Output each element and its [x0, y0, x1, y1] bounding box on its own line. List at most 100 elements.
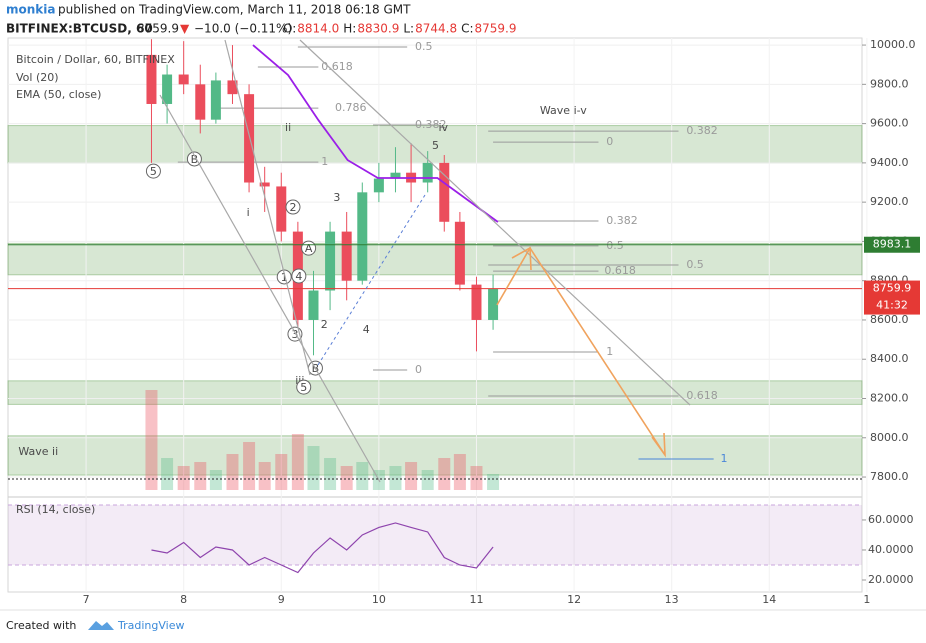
y-tick-label: 8600.0 [870, 313, 909, 326]
candle-body [308, 290, 319, 320]
x-tick-label: 11 [469, 593, 483, 606]
volume-bar [307, 446, 320, 490]
candle-body [471, 284, 482, 320]
volume-bar [453, 454, 466, 490]
trend-line [299, 39, 691, 406]
wave-label: 3 [333, 191, 340, 204]
wave-label: Wave ii [18, 445, 58, 458]
price-tag [864, 236, 920, 253]
ohlc-key: O: [283, 22, 296, 36]
fib-label: 1 [606, 345, 613, 358]
wave-circle [285, 199, 301, 215]
candle-body [341, 231, 352, 281]
wave-circle-label: 3 [291, 328, 298, 341]
rsi-tick-label: 20.0000 [868, 573, 914, 586]
volume-bar [161, 458, 174, 490]
wave-circle-label: 4 [295, 270, 302, 283]
wave-circle-label: 1 [281, 271, 288, 284]
candle-body [422, 162, 433, 183]
y-tick-label: 8000.0 [870, 431, 909, 444]
volume-bar [145, 390, 158, 490]
wave-circle [276, 269, 292, 285]
x-tick-label: 13 [665, 593, 679, 606]
x-tick-label: 12 [567, 593, 581, 606]
wave-circle-label: 5 [150, 165, 157, 178]
fib-label: 0.5 [686, 258, 704, 271]
x-tick-label: 10 [372, 593, 386, 606]
y-tick-label: 10000.0 [870, 38, 916, 51]
zone [7, 242, 863, 276]
drawings [8, 39, 862, 483]
volume-bar [324, 458, 337, 490]
wave-label: iii [295, 374, 304, 387]
volume-bar [209, 470, 222, 490]
price-timer: 41:32 [876, 299, 908, 312]
published: published on TradingView.com, March 11, … [58, 3, 411, 17]
wave-circle-label: B [191, 153, 199, 166]
volume-bar [177, 466, 190, 490]
fib-label: 0.618 [321, 60, 353, 73]
price-tag [864, 280, 920, 315]
volume-bar [356, 462, 369, 490]
fib-label: 0.382 [415, 118, 447, 131]
footer-created: Created with [6, 619, 76, 632]
legend-main: Bitcoin / Dollar, 60, BITFINEX [16, 53, 175, 66]
wave-label: 5 [432, 139, 439, 152]
candle-body [373, 178, 384, 193]
ohlc: O: 8814.0 H: 8830.9 L: 8744.8 C: 8759.9 [283, 22, 517, 36]
arrow-head [511, 246, 666, 458]
candle-body [325, 231, 336, 291]
zone [7, 380, 863, 405]
volume-bar [291, 434, 304, 490]
wave-circle-label: 5 [300, 381, 307, 394]
y-tick-label: 9600.0 [870, 117, 909, 130]
candle-body [488, 288, 499, 320]
user: monkia [6, 3, 55, 17]
fib-label: 1 [321, 155, 328, 168]
fib-label: 0.5 [415, 40, 433, 53]
candle-body [454, 221, 465, 285]
rsi-tick-label: 60.0000 [868, 513, 914, 526]
wave-label: i [247, 206, 250, 219]
tv-logo [88, 621, 114, 630]
volume-bar [438, 458, 451, 490]
last-price: 8759.9 [137, 22, 179, 36]
rsi-band [8, 504, 862, 565]
candle-body [390, 172, 401, 179]
ohlc-value: 8744.8 [415, 22, 457, 36]
price-tag-label: 8759.9 [873, 282, 912, 295]
volume-bar [275, 454, 288, 490]
x-tick-label: 1 [863, 593, 870, 606]
candle-body [244, 94, 255, 183]
wave-circle-label: 2 [289, 201, 296, 214]
zone [7, 125, 863, 164]
fib-label: 0.382 [606, 214, 638, 227]
candle-body [146, 54, 157, 104]
footer-brand[interactable]: TradingView [117, 619, 184, 632]
fib-label: 0.5 [606, 239, 624, 252]
plot-layer: 7800.08000.08200.08400.08600.08800.09000… [7, 38, 920, 606]
fib-label: 0 [415, 363, 422, 376]
volume-bar [243, 442, 256, 490]
ohlc-value: 8759.9 [475, 22, 517, 36]
y-tick-label: 8400.0 [870, 352, 909, 365]
fib-label: 0.786 [335, 101, 367, 114]
volume-bar [421, 470, 434, 490]
wave-label: 2 [321, 318, 328, 331]
wave-circle [145, 163, 161, 179]
y-tick-label: 9800.0 [870, 77, 909, 90]
volume-bar [487, 474, 500, 490]
fib-label: 0.382 [686, 124, 718, 137]
rsi-line [151, 522, 494, 574]
y-tick-label: 9400.0 [870, 156, 909, 169]
candle-body [357, 192, 368, 281]
y-tick-label: 9200.0 [870, 195, 909, 208]
legend-volume: Vol (20) [16, 71, 59, 84]
volume-bar [226, 454, 239, 490]
ohlc-key: C: [461, 22, 473, 36]
y-tick-label: 7800.0 [870, 470, 909, 483]
x-tick-label: 8 [180, 593, 187, 606]
x-tick-label: 7 [83, 593, 90, 606]
x-tick-label: 14 [762, 593, 776, 606]
